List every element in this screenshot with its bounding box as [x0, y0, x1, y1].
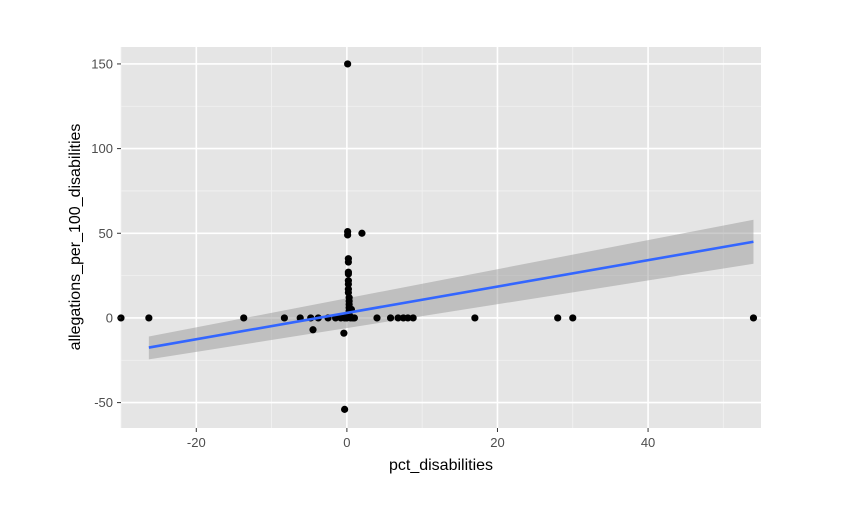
confidence-band — [148, 219, 754, 360]
data-point — [340, 329, 348, 337]
data-point — [341, 405, 349, 413]
data-point — [569, 314, 577, 322]
regression-line-path — [148, 240, 754, 349]
data-point — [240, 314, 248, 322]
x-tick-label: 40 — [641, 435, 655, 450]
y-tick-label: 0 — [106, 310, 113, 325]
y-tick-label: 100 — [91, 141, 113, 156]
confidence-band-area — [148, 219, 754, 360]
y-tick-label: -50 — [94, 395, 113, 410]
plot-panel — [121, 47, 761, 428]
data-point — [554, 314, 562, 322]
y-tick-label: 150 — [91, 56, 113, 71]
regression-line — [148, 240, 754, 349]
y-axis-label: allegations_per_100_disabilities — [67, 124, 84, 351]
data-point — [386, 314, 395, 322]
data-point — [409, 314, 417, 322]
data-point — [350, 314, 359, 322]
data-point — [749, 314, 758, 322]
y-tick-label: 50 — [99, 226, 113, 241]
data-point — [344, 258, 352, 266]
x-tick-label: 0 — [343, 435, 350, 450]
x-axis-label: pct_disabilities — [389, 457, 493, 474]
data-point — [280, 314, 288, 322]
x-tick-label: -20 — [187, 435, 206, 450]
data-point — [394, 314, 402, 322]
data-point — [344, 280, 352, 288]
data-point — [309, 326, 317, 334]
data-point — [145, 314, 153, 322]
data-point — [358, 229, 366, 237]
data-point — [471, 314, 479, 322]
data-point — [404, 314, 412, 322]
data-point — [344, 231, 352, 239]
y-axis-ticks: -50 0 50 100 150 — [91, 56, 121, 410]
data-point — [344, 270, 352, 278]
x-axis-ticks: -20 0 20 40 — [187, 428, 655, 450]
data-point — [344, 60, 352, 68]
data-point — [373, 314, 381, 322]
x-tick-label: 20 — [490, 435, 504, 450]
